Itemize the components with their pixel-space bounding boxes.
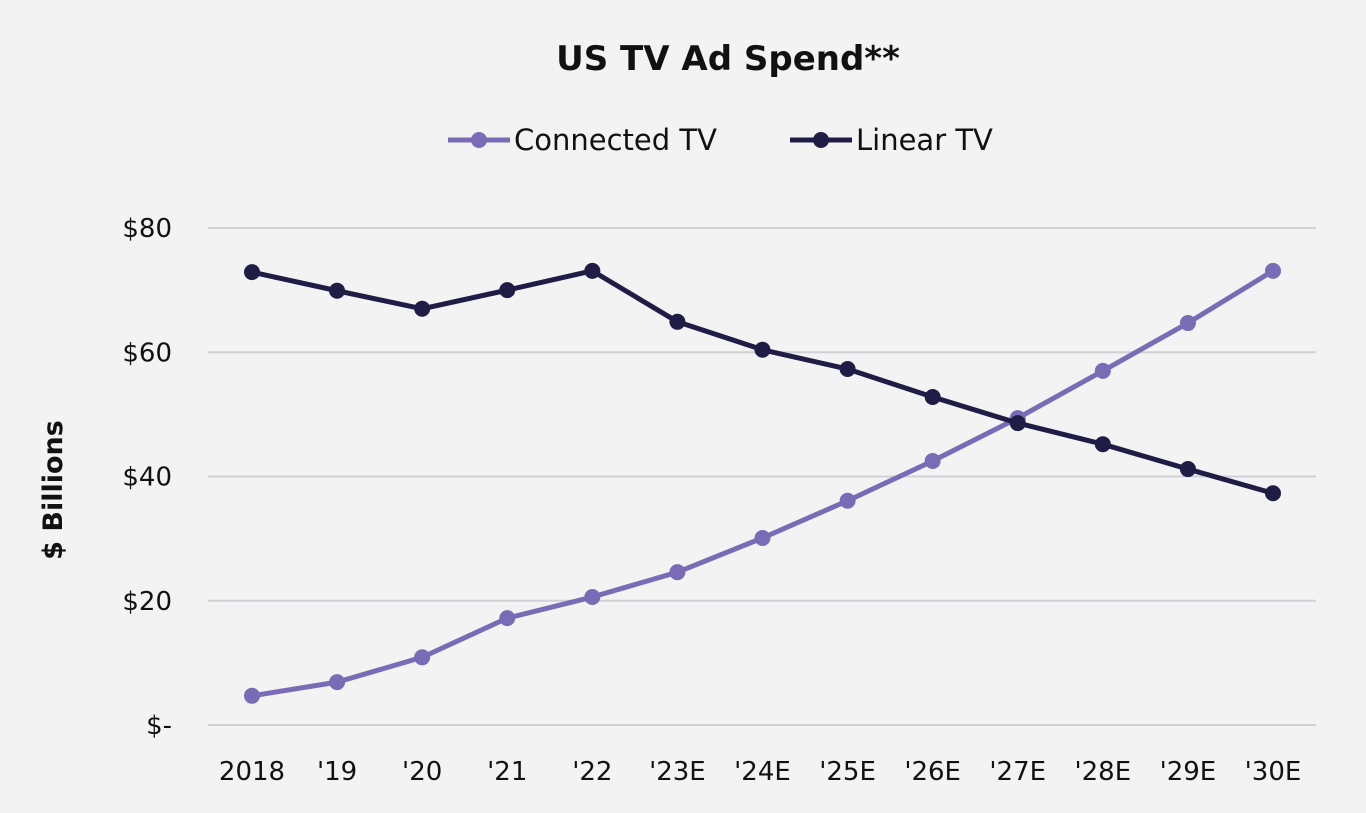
data-point <box>669 313 686 330</box>
y-tick-label: $20 <box>122 587 172 617</box>
data-point <box>1179 315 1196 332</box>
y-tick-label: $- <box>146 711 172 741</box>
data-point <box>329 674 346 691</box>
data-point <box>1265 485 1281 502</box>
x-axis: 2018 '19 '20 '21 '22 '23E '24E '25E '26E '27E '28E… <box>219 757 1301 787</box>
data-point <box>1265 262 1281 279</box>
data-point <box>1094 436 1111 453</box>
data-point <box>839 361 856 378</box>
y-tick-label: $80 <box>122 214 172 244</box>
data-point <box>499 282 516 299</box>
chart-title: US TV Ad Spend** <box>556 39 900 79</box>
legend-item: Linear TV <box>790 123 993 157</box>
y-tick-label: $40 <box>122 463 172 493</box>
x-tick-label: '19 <box>317 757 357 787</box>
series-connected-tv <box>244 262 1281 704</box>
x-tick-label: '22 <box>572 757 612 787</box>
data-point <box>924 388 941 405</box>
x-tick-label: '23E <box>649 757 706 787</box>
data-point <box>414 649 431 666</box>
x-tick-label: '30E <box>1245 757 1302 787</box>
x-tick-label: '24E <box>734 757 791 787</box>
data-point <box>839 492 856 509</box>
y-axis-label: $ Billions <box>38 420 69 560</box>
x-tick-label: '27E <box>989 757 1046 787</box>
data-point <box>1009 415 1026 432</box>
x-tick-label: '21 <box>487 757 527 787</box>
series-line <box>251 268 1275 699</box>
data-point <box>1094 362 1111 379</box>
y-tick-label: $60 <box>122 338 172 368</box>
x-tick-label: '26E <box>904 757 961 787</box>
legend-marker-icon <box>471 132 487 148</box>
series-linear-tv <box>244 262 1281 502</box>
data-point <box>244 264 260 281</box>
data-point <box>499 610 516 627</box>
legend-label: Connected TV <box>514 123 717 157</box>
series-line <box>251 268 1274 496</box>
data-point <box>669 564 686 581</box>
y-axis: $- $20 $40 $60 $80 <box>122 214 172 741</box>
data-point <box>244 687 260 704</box>
data-point <box>924 452 941 469</box>
data-point <box>754 341 771 358</box>
legend-marker-icon <box>813 132 829 148</box>
data-point <box>584 262 601 279</box>
x-tick-label: '28E <box>1074 757 1131 787</box>
data-point <box>584 589 601 606</box>
series-group <box>244 262 1281 704</box>
x-tick-label: '29E <box>1160 757 1217 787</box>
legend-item: Connected TV <box>448 123 717 157</box>
x-tick-label: '20 <box>402 757 442 787</box>
gridlines <box>208 227 1316 726</box>
data-point <box>754 530 771 547</box>
legend-label: Linear TV <box>856 123 993 157</box>
data-point <box>1179 461 1196 478</box>
x-tick-label: '25E <box>819 757 876 787</box>
data-point <box>329 282 346 299</box>
data-point <box>414 300 431 317</box>
legend: Connected TV Linear TV <box>448 123 993 157</box>
x-tick-label: 2018 <box>219 757 285 787</box>
